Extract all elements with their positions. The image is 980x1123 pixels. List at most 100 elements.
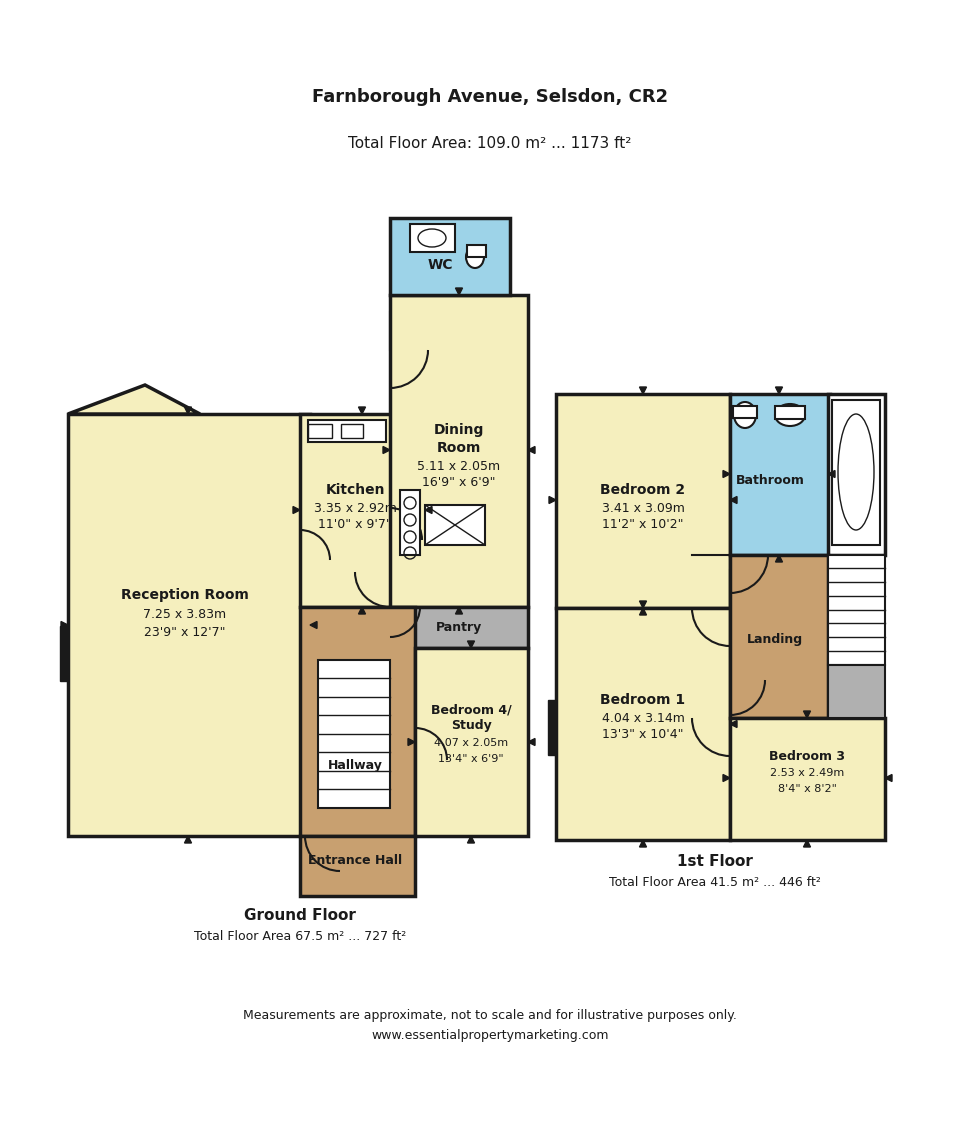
Text: Bedroom 3: Bedroom 3 <box>769 749 845 763</box>
Text: 3.41 x 3.09m: 3.41 x 3.09m <box>602 502 684 514</box>
Bar <box>556 608 730 840</box>
Bar <box>400 490 420 555</box>
Text: Hallway: Hallway <box>327 758 382 772</box>
Polygon shape <box>730 496 737 503</box>
Bar <box>308 424 332 438</box>
Polygon shape <box>549 496 556 503</box>
Bar <box>341 424 363 438</box>
Ellipse shape <box>775 404 805 426</box>
Bar <box>828 665 885 718</box>
Bar <box>730 394 830 555</box>
Polygon shape <box>184 836 191 843</box>
Ellipse shape <box>734 402 756 428</box>
Polygon shape <box>408 739 415 746</box>
Text: 4.07 x 2.05m: 4.07 x 2.05m <box>434 738 508 748</box>
Polygon shape <box>804 840 810 847</box>
Bar <box>548 700 556 755</box>
Polygon shape <box>804 711 810 718</box>
Text: Reception Room: Reception Room <box>122 588 249 602</box>
Polygon shape <box>775 555 782 562</box>
Text: Pantry: Pantry <box>436 621 482 634</box>
Text: Bedroom 1: Bedroom 1 <box>601 693 686 707</box>
Polygon shape <box>640 387 647 394</box>
Polygon shape <box>383 447 390 454</box>
Bar <box>425 505 485 545</box>
Polygon shape <box>775 387 782 394</box>
Polygon shape <box>528 739 535 746</box>
Text: 1st Floor: 1st Floor <box>677 855 753 869</box>
Bar <box>300 608 415 836</box>
Bar <box>318 660 390 809</box>
Bar <box>60 626 68 681</box>
Polygon shape <box>61 621 68 629</box>
Bar <box>300 414 425 608</box>
Text: WC: WC <box>427 258 453 272</box>
Text: 16'9" x 6'9": 16'9" x 6'9" <box>422 476 496 490</box>
Text: Total Floor Area 67.5 m² ... 727 ft²: Total Floor Area 67.5 m² ... 727 ft² <box>194 930 406 942</box>
Text: 7.25 x 3.83m: 7.25 x 3.83m <box>143 609 226 621</box>
Text: Farnborough Avenue, Selsdon, CR2: Farnborough Avenue, Selsdon, CR2 <box>312 88 668 106</box>
Polygon shape <box>467 641 474 648</box>
Bar <box>730 555 828 718</box>
Text: Ground Floor: Ground Floor <box>244 909 356 923</box>
Bar <box>733 407 757 418</box>
Text: 23'9" x 12'7": 23'9" x 12'7" <box>144 626 225 639</box>
Polygon shape <box>640 840 647 847</box>
Text: Kitchen: Kitchen <box>325 483 385 497</box>
Bar <box>828 394 885 555</box>
Polygon shape <box>359 608 366 614</box>
Text: Landing: Landing <box>747 633 803 647</box>
Polygon shape <box>640 601 647 608</box>
Text: 8'4" x 8'2": 8'4" x 8'2" <box>777 784 837 794</box>
Ellipse shape <box>838 414 874 530</box>
Text: 13'3" x 10'4": 13'3" x 10'4" <box>603 729 684 741</box>
Bar <box>828 555 885 665</box>
Polygon shape <box>456 287 463 295</box>
Text: Study: Study <box>451 720 491 732</box>
Text: 3.35 x 2.92m: 3.35 x 2.92m <box>314 502 397 514</box>
Polygon shape <box>293 506 300 513</box>
Bar <box>832 400 880 545</box>
Polygon shape <box>828 471 835 477</box>
Text: Total Floor Area: 109.0 m² ... 1173 ft²: Total Floor Area: 109.0 m² ... 1173 ft² <box>348 136 632 150</box>
Polygon shape <box>456 608 463 614</box>
Bar <box>775 407 805 419</box>
Text: Total Floor Area 41.5 m² ... 446 ft²: Total Floor Area 41.5 m² ... 446 ft² <box>609 876 821 888</box>
Text: www.essentialpropertymarketing.com: www.essentialpropertymarketing.com <box>371 1030 609 1042</box>
Polygon shape <box>723 471 730 477</box>
Bar <box>300 836 415 896</box>
Bar <box>730 718 885 840</box>
Polygon shape <box>549 721 556 728</box>
Text: Dining: Dining <box>434 423 484 437</box>
Text: 5.11 x 2.05m: 5.11 x 2.05m <box>417 459 501 473</box>
Text: Bedroom 4/: Bedroom 4/ <box>430 703 512 716</box>
Polygon shape <box>723 775 730 782</box>
Bar <box>415 648 528 836</box>
Bar <box>556 394 730 608</box>
Polygon shape <box>359 407 366 414</box>
Polygon shape <box>425 506 432 513</box>
Text: 11'2" x 10'2": 11'2" x 10'2" <box>603 519 684 531</box>
Text: 4.04 x 3.14m: 4.04 x 3.14m <box>602 712 684 724</box>
Bar <box>467 245 486 257</box>
Text: Bedroom 2: Bedroom 2 <box>601 483 686 497</box>
Bar <box>68 414 310 836</box>
Bar <box>410 223 455 252</box>
Polygon shape <box>885 775 892 782</box>
Polygon shape <box>467 836 474 843</box>
Polygon shape <box>68 385 200 414</box>
Bar <box>390 608 528 648</box>
Bar <box>390 218 510 295</box>
Bar <box>390 295 528 608</box>
Text: 13'4" x 6'9": 13'4" x 6'9" <box>438 754 504 764</box>
Text: Measurements are approximate, not to scale and for illustrative purposes only.: Measurements are approximate, not to sca… <box>243 1010 737 1023</box>
Text: 2.53 x 2.49m: 2.53 x 2.49m <box>770 768 844 778</box>
Ellipse shape <box>418 229 446 247</box>
Text: Bathroom: Bathroom <box>736 474 805 486</box>
Ellipse shape <box>466 246 484 268</box>
Polygon shape <box>184 407 191 414</box>
Text: Entrance Hall: Entrance Hall <box>308 853 402 867</box>
Text: Room: Room <box>437 441 481 455</box>
Bar <box>308 420 386 442</box>
Polygon shape <box>640 608 647 615</box>
